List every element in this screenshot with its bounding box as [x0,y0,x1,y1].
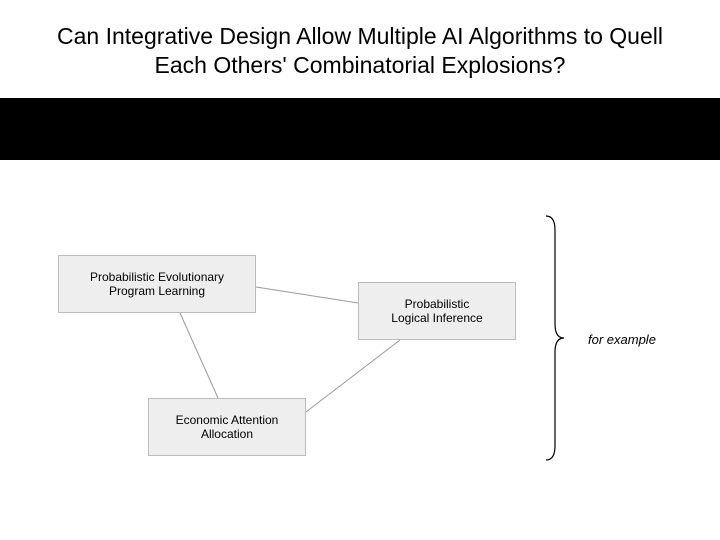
edge-pepl-pli [256,287,358,303]
node-pepl: Probabilistic EvolutionaryProgram Learni… [58,255,256,313]
edge-pli-eaa [306,340,400,412]
diagram-panel: Probabilistic EvolutionaryProgram Learni… [0,160,720,540]
curly-brace [546,216,564,460]
node-eaa: Economic AttentionAllocation [148,398,306,456]
title-panel: Can Integrative Design Allow Multiple AI… [0,0,720,98]
node-pli: ProbabilisticLogical Inference [358,282,516,340]
edge-pepl-eaa [180,313,218,398]
for-example-label: for example [588,332,656,347]
slide-title: Can Integrative Design Allow Multiple AI… [40,22,680,80]
diagram-edges [0,160,720,540]
